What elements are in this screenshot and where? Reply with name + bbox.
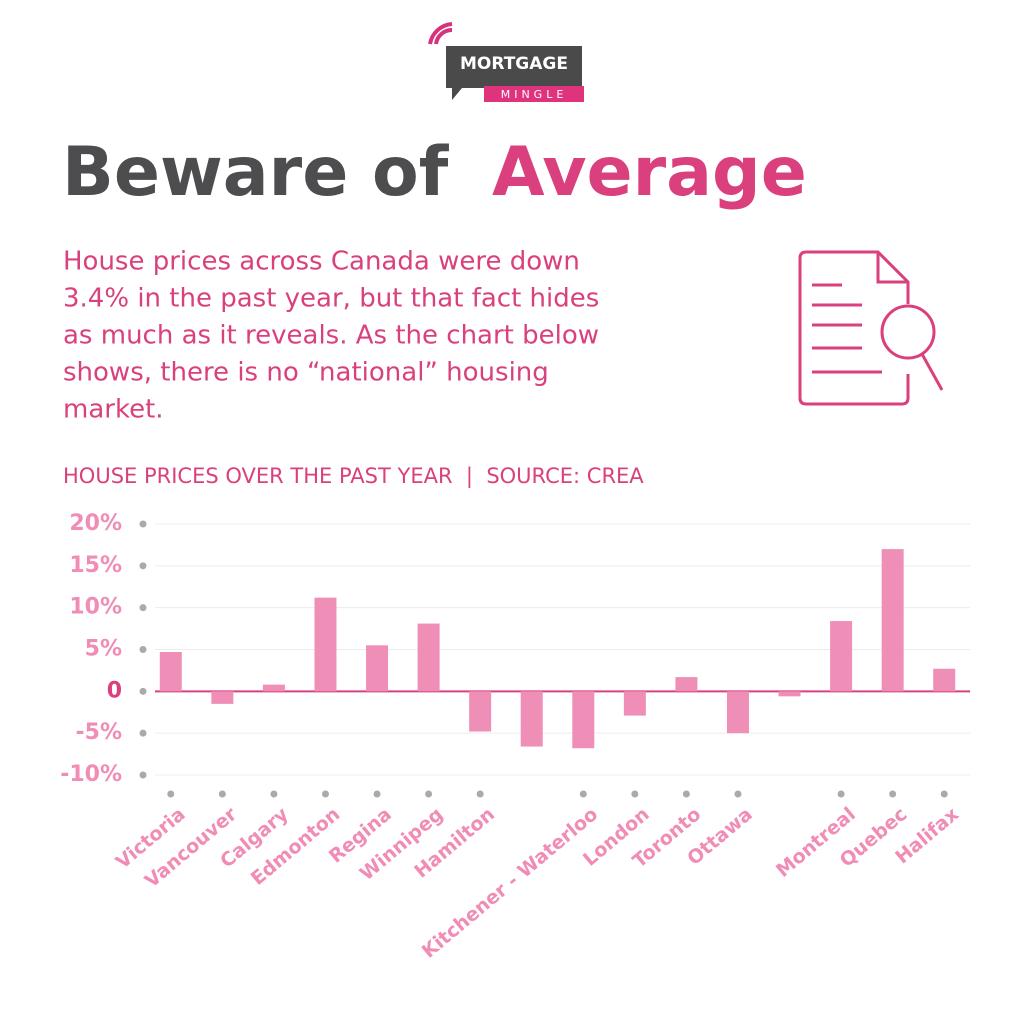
logo-top: MORTGAGE [460, 54, 568, 74]
bar [520, 691, 543, 747]
logo-wave [434, 27, 453, 45]
logo: MORTGAGE MINGLE [428, 22, 584, 102]
x-tick-dot [579, 790, 587, 798]
intro-line: House prices across Canada were down [63, 247, 580, 277]
magnifier-handle [920, 353, 944, 391]
x-tick-dot [167, 790, 175, 798]
bar [469, 691, 492, 732]
bar [933, 668, 956, 692]
x-tick-dot [682, 790, 690, 798]
x-tick-dot [321, 790, 329, 798]
y-tick-dot [139, 771, 147, 779]
intro-line: shows, there is no “national” housing [63, 358, 549, 388]
magnifier [880, 304, 936, 360]
y-tick-label: 10% [69, 595, 122, 620]
doc-lines [812, 283, 882, 374]
x-tick-dot [425, 790, 433, 798]
x-tick-dot [218, 790, 226, 798]
x-tick-label: Montreal [772, 803, 860, 882]
y-tick-label: -10% [60, 762, 122, 787]
logo-bottom: MINGLE [501, 88, 568, 101]
x-tick-label: Kitchener - Waterloo [418, 803, 602, 963]
headline-part: Average [492, 133, 807, 212]
logo-wave [428, 22, 453, 45]
doc-icon [798, 250, 944, 406]
intro-line: market. [63, 395, 164, 425]
x-tick-dot [476, 790, 484, 798]
bar [623, 691, 646, 716]
intro: House prices across Canada were down 3.4%… [63, 247, 599, 425]
x-tick-dot [940, 790, 948, 798]
bar [314, 597, 337, 692]
y-tick-label: 15% [69, 553, 122, 578]
bar [366, 645, 389, 692]
headline: Beware of Average [62, 133, 807, 212]
x-tick-dot [270, 790, 278, 798]
y-tick-label: -5% [76, 720, 122, 745]
y-tick-dot [139, 604, 147, 612]
bar [262, 684, 285, 692]
bar [778, 691, 801, 697]
bar [159, 652, 182, 692]
y-tick-dot [139, 687, 147, 695]
x-tick-dot [373, 790, 381, 798]
bar [211, 691, 234, 704]
y-tick-label: 5% [85, 637, 122, 662]
y-tick-label: 20% [69, 511, 122, 536]
logo-band [484, 86, 584, 102]
intro-line: 3.4% in the past year, but that fact hid… [63, 284, 599, 314]
bar [726, 691, 749, 734]
bar [417, 623, 440, 692]
bar [881, 549, 904, 692]
intro-line: as much as it reveals. As the chart belo… [63, 321, 599, 351]
x-tick-dot [734, 790, 742, 798]
bar [830, 621, 853, 692]
y-tick-dot [139, 562, 147, 570]
headline-part: Beware of [62, 133, 450, 212]
chart-title: HOUSE PRICES OVER THE PAST YEAR | SOURCE… [63, 464, 644, 489]
x-tick-dot [631, 790, 639, 798]
x-tick-dot [889, 790, 897, 798]
y-tick-dot [139, 729, 147, 737]
bar [675, 677, 698, 692]
bar [572, 691, 595, 749]
y-tick-dot [139, 646, 147, 653]
x-tick-dot [837, 790, 845, 798]
doc-outline [798, 250, 910, 406]
y-tick-dot [139, 520, 147, 528]
y-tick-label: 0 [107, 678, 122, 703]
doc-fold [876, 252, 908, 284]
